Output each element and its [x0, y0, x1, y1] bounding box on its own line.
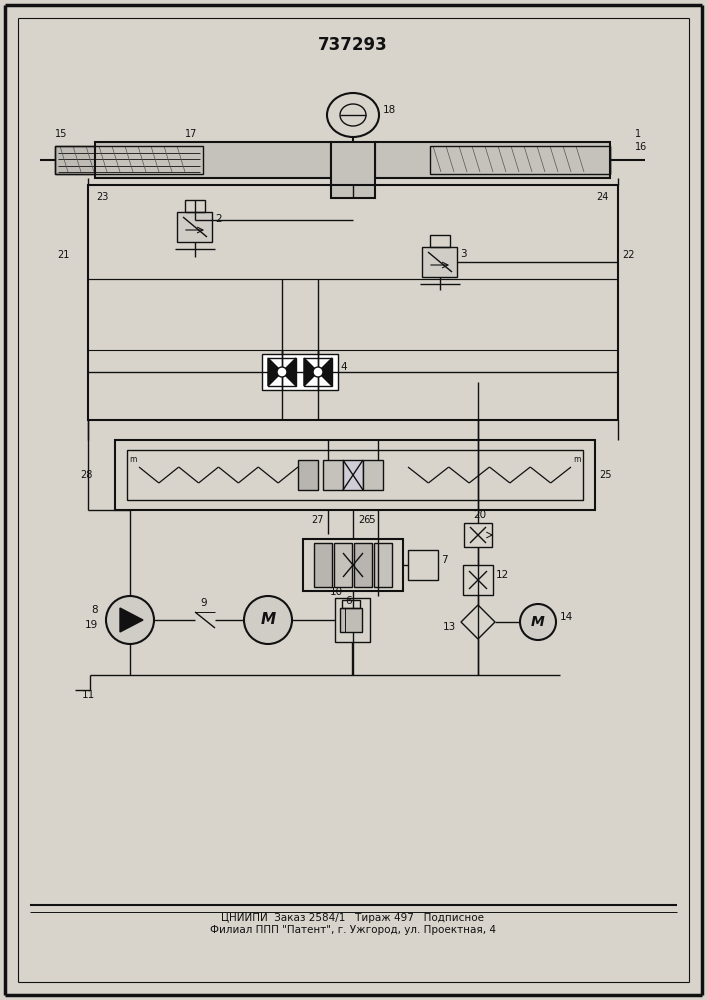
- Text: M: M: [260, 612, 276, 628]
- Polygon shape: [304, 358, 318, 386]
- Bar: [55, 146, 205, 174]
- Bar: [375, 142, 610, 178]
- Text: 10: 10: [330, 587, 343, 597]
- Bar: [430, 146, 610, 174]
- Bar: [268, 358, 296, 386]
- Bar: [463, 565, 493, 595]
- Text: 1: 1: [635, 129, 641, 139]
- Bar: [464, 523, 492, 547]
- Bar: [95, 142, 331, 178]
- Circle shape: [106, 596, 154, 644]
- Polygon shape: [318, 358, 332, 386]
- Text: 7: 7: [441, 555, 448, 565]
- Bar: [374, 543, 392, 587]
- Bar: [262, 354, 338, 390]
- Text: Филиал ППП "Патент", г. Ужгород, ул. Проектная, 4: Филиал ППП "Патент", г. Ужгород, ул. Про…: [210, 925, 496, 935]
- Bar: [430, 235, 450, 247]
- Bar: [177, 212, 212, 242]
- Text: 22: 22: [622, 250, 634, 260]
- Text: 17: 17: [185, 129, 197, 139]
- Text: 9: 9: [200, 598, 206, 608]
- Text: 4: 4: [340, 362, 346, 372]
- Text: m: m: [129, 454, 136, 464]
- Bar: [408, 550, 438, 580]
- Text: 16: 16: [635, 142, 647, 152]
- Bar: [363, 460, 383, 490]
- Circle shape: [244, 596, 292, 644]
- Text: 8: 8: [91, 605, 98, 615]
- Bar: [314, 543, 332, 587]
- Text: 26: 26: [358, 515, 370, 525]
- Bar: [331, 142, 375, 198]
- Circle shape: [277, 367, 287, 377]
- Text: 3: 3: [460, 249, 467, 259]
- Bar: [343, 460, 363, 490]
- Bar: [304, 358, 332, 386]
- Text: 6: 6: [345, 596, 351, 606]
- Bar: [88, 185, 618, 420]
- Text: 11: 11: [82, 690, 95, 700]
- Bar: [430, 146, 610, 174]
- Bar: [185, 200, 205, 212]
- Circle shape: [520, 604, 556, 640]
- Text: 28: 28: [81, 470, 93, 480]
- Bar: [334, 543, 352, 587]
- Text: m: m: [573, 454, 580, 464]
- Text: 5: 5: [368, 515, 375, 525]
- Text: 19: 19: [85, 620, 98, 630]
- Bar: [340, 608, 362, 632]
- Bar: [115, 440, 595, 510]
- Bar: [127, 450, 583, 500]
- Bar: [422, 247, 457, 277]
- Bar: [354, 543, 372, 587]
- Polygon shape: [282, 358, 296, 386]
- Text: 20: 20: [473, 510, 486, 520]
- Text: 14: 14: [560, 612, 573, 622]
- Text: 24: 24: [596, 192, 609, 202]
- Polygon shape: [268, 358, 282, 386]
- Bar: [335, 598, 370, 642]
- Text: 21: 21: [58, 250, 70, 260]
- Circle shape: [313, 367, 323, 377]
- Text: 18: 18: [383, 105, 396, 115]
- Bar: [342, 600, 360, 608]
- Text: M: M: [531, 615, 545, 629]
- Text: ЦНИИПИ  Заказ 2584/1   Тираж 497   Подписное: ЦНИИПИ Заказ 2584/1 Тираж 497 Подписное: [221, 913, 484, 923]
- Bar: [298, 460, 318, 490]
- Text: 737293: 737293: [318, 36, 388, 54]
- Text: 23: 23: [96, 192, 108, 202]
- Text: 12: 12: [496, 570, 509, 580]
- Text: 15: 15: [55, 129, 67, 139]
- Text: 25: 25: [599, 470, 612, 480]
- Bar: [303, 539, 403, 591]
- Polygon shape: [120, 608, 143, 632]
- Text: 27: 27: [311, 515, 324, 525]
- Bar: [55, 146, 203, 174]
- Bar: [323, 460, 343, 490]
- Text: 2: 2: [215, 214, 221, 224]
- Text: 13: 13: [443, 622, 456, 632]
